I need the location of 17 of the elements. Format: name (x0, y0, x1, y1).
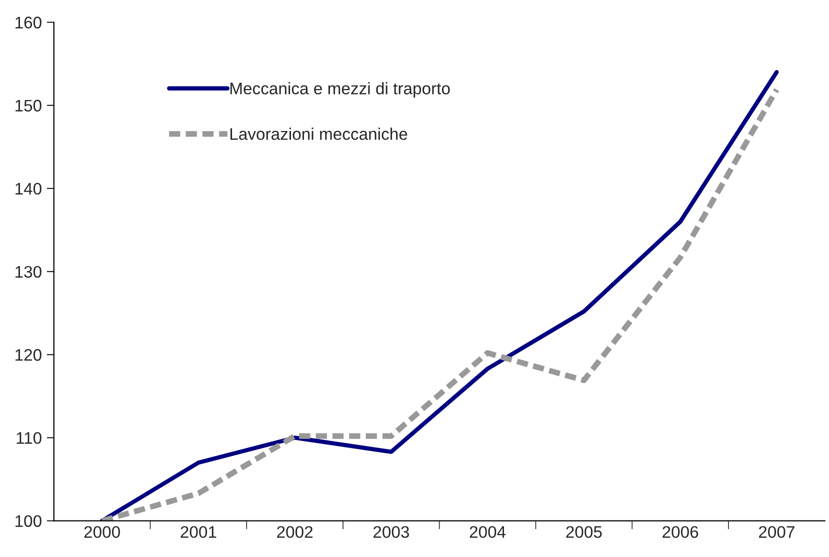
y-tick-label: 140 (16, 182, 42, 195)
x-tick-label: 2004 (470, 526, 506, 538)
x-tick-label: 2003 (373, 526, 409, 538)
x-tick-label: 2002 (277, 526, 313, 538)
y-tick-label: 110 (16, 432, 42, 444)
x-tick-label: 2005 (566, 526, 602, 538)
x-tick-label: 2001 (180, 526, 216, 538)
x-tick-label: 2007 (758, 526, 794, 538)
legend-label: Lavorazioni meccaniche (230, 128, 408, 140)
x-tick-label: 2000 (84, 526, 120, 538)
legend-label: Meccanica e mezzi di traporto (230, 82, 450, 98)
y-tick-label: 100 (16, 515, 42, 527)
y-tick-label: 120 (16, 349, 42, 361)
y-tick-label: 150 (16, 100, 42, 112)
x-tick-label: 2006 (662, 526, 698, 538)
y-tick-label: 130 (16, 266, 42, 278)
y-tick-label: 160 (16, 16, 42, 28)
